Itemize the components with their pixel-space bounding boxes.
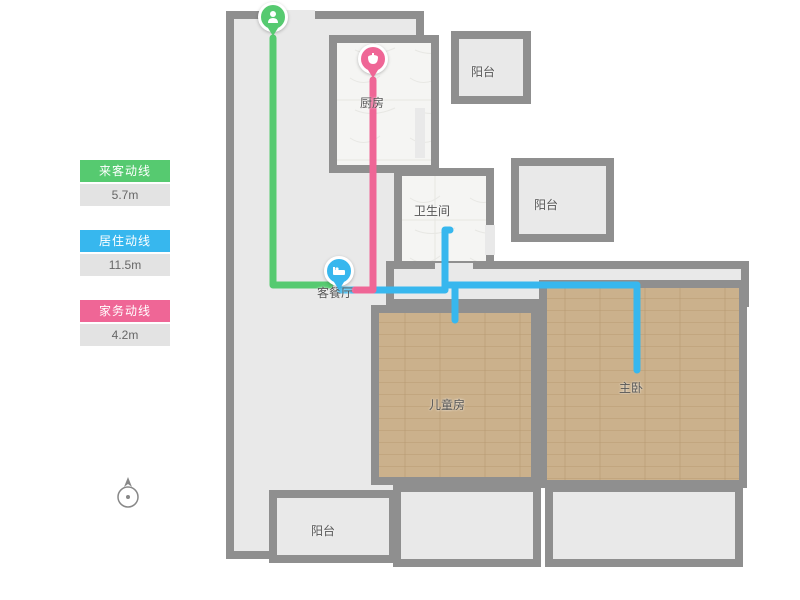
room-label-balcony3: 阳台 <box>311 522 335 539</box>
compass-icon <box>110 475 146 511</box>
room-label-master: 主卧 <box>619 379 643 396</box>
legend: 来客动线 5.7m 居住动线 11.5m 家务动线 4.2m <box>80 160 170 370</box>
room-label-balcony2: 阳台 <box>534 196 558 213</box>
legend-label-living: 居住动线 <box>80 230 170 252</box>
chore-marker <box>358 44 388 82</box>
room-balcony5 <box>549 488 739 563</box>
room-balcony4 <box>397 488 537 563</box>
floorplan: 客餐厅厨房阳台卫生间阳台儿童房主卧阳台 <box>225 10 765 590</box>
legend-item-chore: 家务动线 4.2m <box>80 300 170 346</box>
legend-label-guest: 来客动线 <box>80 160 170 182</box>
room-label-bathroom: 卫生间 <box>414 202 450 219</box>
guest-marker <box>258 2 288 40</box>
legend-value-living: 11.5m <box>80 254 170 276</box>
room-balcony2 <box>515 162 610 238</box>
legend-label-chore: 家务动线 <box>80 300 170 322</box>
legend-item-living: 居住动线 11.5m <box>80 230 170 276</box>
legend-value-chore: 4.2m <box>80 324 170 346</box>
legend-value-guest: 5.7m <box>80 184 170 206</box>
room-child <box>375 309 535 481</box>
room-label-balcony1: 阳台 <box>471 63 495 80</box>
legend-item-guest: 来客动线 5.7m <box>80 160 170 206</box>
room-label-child: 儿童房 <box>429 396 465 413</box>
room-label-kitchen: 厨房 <box>360 94 384 111</box>
living-marker <box>324 256 354 294</box>
